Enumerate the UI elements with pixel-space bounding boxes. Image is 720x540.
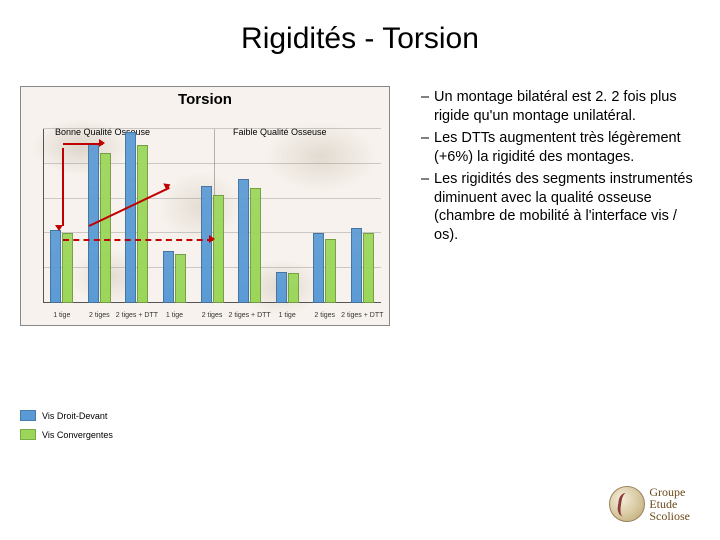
logo-line3: Scoliose [649,510,690,522]
logo-icon [609,486,645,522]
bar-slot: 2 tiges + DTT [118,129,156,303]
bar-slot: 1 tige [268,129,306,303]
bar-conv [137,145,148,303]
legend-swatch [20,410,36,421]
bullet-dash: – [416,170,434,244]
bullet-list: –Un montage bilatéral est 2. 2 fois plus… [390,86,700,326]
bar-droit [313,233,324,303]
bar-droit [276,272,287,303]
chart-area: Torsion Bonne Qualité Osseuse Faible Qua… [20,86,390,326]
legend-label: Vis Droit-Devant [42,411,107,421]
legend-item: Vis Droit-Devant [20,410,113,421]
x-label: 2 tiges [314,312,335,319]
bar-conv [62,233,73,303]
bar-droit [351,228,362,303]
bar-droit [125,132,136,303]
bar-droit [88,143,99,303]
bar-conv [363,233,374,303]
bar-conv [213,195,224,303]
legend-label: Vis Convergentes [42,430,113,440]
page-title: Rigidités - Torsion [0,0,720,56]
logo-text: Groupe Etude Scoliose [649,486,690,522]
legend: Vis Droit-Devant Vis Convergentes [20,410,113,448]
x-label: 2 tiges [202,312,223,319]
bar-droit [238,179,249,303]
bar-slot: 2 tiges [81,129,119,303]
bar-slot: 2 tiges [193,129,231,303]
bullet-dash: – [416,129,434,166]
bar-conv [288,273,299,303]
plot-area: 1 tige2 tiges2 tiges + DTT1 tige2 tiges2… [43,129,381,303]
bar-conv [250,188,261,303]
x-label: 1 tige [53,312,70,319]
x-label: 1 tige [166,312,183,319]
bar-droit [163,251,174,303]
x-label: 2 tiges + DTT [341,312,383,319]
bullet-item: –Les rigidités des segments instrumentés… [416,170,700,244]
bullet-text: Les DTTs augmentent très légèrement (+6%… [434,129,700,166]
bar-slot: 1 tige [43,129,81,303]
bar-conv [175,254,186,303]
content-row: Torsion Bonne Qualité Osseuse Faible Qua… [0,56,720,326]
bullet-dash: – [416,88,434,125]
bar-slot: 1 tige [156,129,194,303]
bar-slot: 2 tiges + DTT [344,129,382,303]
bars: 1 tige2 tiges2 tiges + DTT1 tige2 tiges2… [43,129,381,303]
x-label: 2 tiges + DTT [116,312,158,319]
x-label: 2 tiges [89,312,110,319]
x-label: 2 tiges + DTT [228,312,270,319]
chart-title: Torsion [21,91,389,108]
bullet-text: Les rigidités des segments instrumentés … [434,170,700,244]
x-label: 1 tige [279,312,296,319]
bar-slot: 2 tiges [306,129,344,303]
bar-droit [201,186,212,303]
legend-swatch [20,429,36,440]
bar-slot: 2 tiges + DTT [231,129,269,303]
torsion-chart: Torsion Bonne Qualité Osseuse Faible Qua… [20,86,390,326]
legend-item: Vis Convergentes [20,429,113,440]
bar-droit [50,230,61,303]
bullet-item: –Les DTTs augmentent très légèrement (+6… [416,129,700,166]
bar-conv [325,239,336,303]
bar-conv [100,153,111,303]
bullet-text: Un montage bilatéral est 2. 2 fois plus … [434,88,700,125]
logo: Groupe Etude Scoliose [609,486,690,522]
bullet-item: –Un montage bilatéral est 2. 2 fois plus… [416,88,700,125]
